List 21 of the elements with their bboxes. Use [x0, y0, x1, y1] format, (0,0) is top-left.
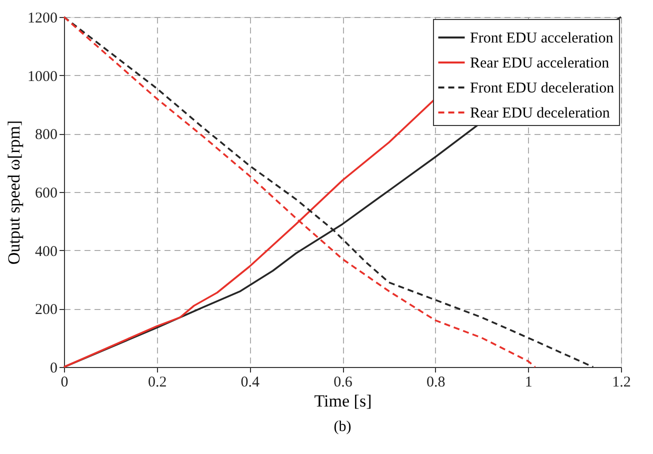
x-tick-label: 0.2 — [148, 374, 167, 390]
y-tick-label: 200 — [35, 302, 58, 318]
y-tick-label: 400 — [35, 244, 58, 260]
y-tick-label: 1000 — [28, 68, 58, 85]
legend-label: Front EDU deceleration — [470, 80, 615, 96]
text: (b) — [334, 419, 352, 435]
legend-label: Front EDU acceleration — [470, 30, 614, 46]
y-tick-label: 0 — [50, 360, 58, 376]
x-axis-title: Time [s] — [314, 392, 372, 410]
x-tick-label: 0.4 — [240, 374, 260, 390]
x-tick-label: 0.8 — [426, 374, 446, 390]
y-tick-label: 600 — [35, 186, 58, 202]
x-tick-label: 0 — [60, 374, 68, 390]
y-tick-label: 800 — [35, 127, 58, 144]
x-tick-label: 1 — [524, 374, 532, 390]
y-axis-title: Output speed ω[rpm] — [4, 120, 24, 265]
legend-label: Rear EDU acceleration — [470, 56, 610, 72]
y-tick-label: 1200 — [28, 10, 58, 26]
x-tick-label: 0.6 — [334, 374, 353, 390]
x-tick-label: 1.2 — [612, 374, 631, 390]
legend-label: Rear EDU deceleration — [470, 106, 610, 122]
